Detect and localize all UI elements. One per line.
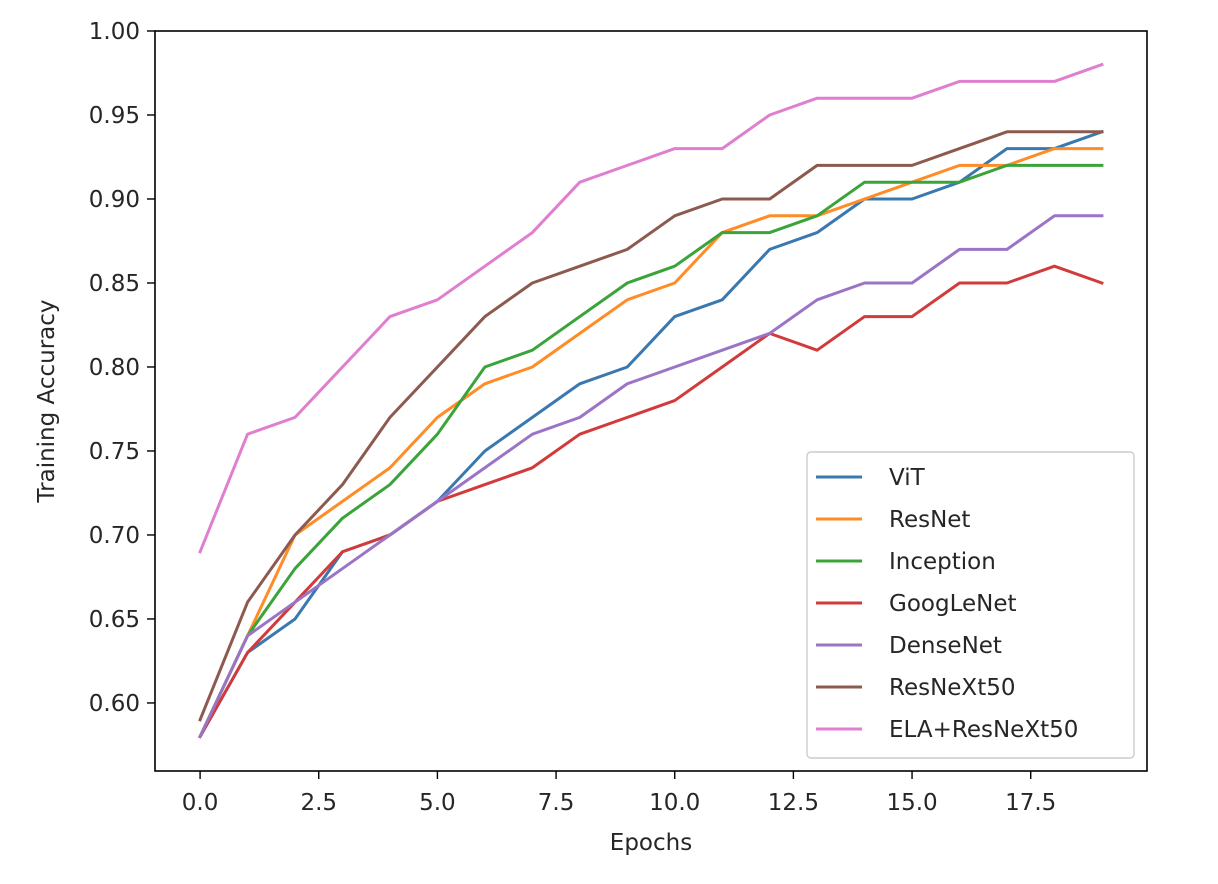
x-tick-label: 12.5 [768,790,819,816]
x-axis-label: Epochs [610,830,692,856]
series-layer [198,62,1104,739]
x-tick-label: 7.5 [538,790,575,816]
legend-label: GoogLeNet [889,591,1017,617]
y-tick-label: 0.80 [89,355,140,381]
y-tick-label: 0.60 [89,691,140,717]
series-line-ela-resnext50 [198,62,1104,554]
series-line-googlenet [198,264,1104,739]
legend-label: ViT [889,465,926,491]
y-tick-label: 0.70 [89,523,140,549]
legend-label: ResNet [889,507,970,533]
y-tick-label: 0.75 [89,439,140,465]
legend-label: ELA+ResNeXt50 [889,717,1078,743]
x-tick-label: 15.0 [886,790,937,816]
x-tick-label: 10.0 [649,790,700,816]
y-tick-label: 0.95 [89,103,140,129]
legend: ViT ResNet Inception GoogLeNet DenseNet ResNe… [806,451,1135,759]
x-axis: 0.0 2.5 5.0 7.5 10.0 12.5 15.0 17.5 [182,771,1056,816]
series-line-resnext50 [198,130,1104,722]
legend-label: DenseNet [889,633,1002,659]
series-line-resnet [198,147,1104,739]
x-tick-label: 0.0 [182,790,219,816]
legend-label: Inception [889,549,996,575]
series-line-densenet [198,214,1104,739]
x-tick-label: 5.0 [419,790,456,816]
y-tick-label: 0.65 [89,607,140,633]
x-tick-label: 2.5 [300,790,337,816]
y-tick-label: 1.00 [89,19,140,45]
y-axis-label: Training Accuracy [34,299,60,503]
y-tick-label: 0.90 [89,187,140,213]
legend-box [806,451,1135,759]
plot-frame [154,30,1148,772]
series-line-inception [198,163,1104,739]
x-tick-label: 17.5 [1005,790,1056,816]
legend-label: ResNeXt50 [889,675,1015,701]
y-axis: 0.60 0.65 0.70 0.75 0.80 0.85 0.90 0.95 1.00 [89,19,155,717]
y-tick-label: 0.85 [89,271,140,297]
